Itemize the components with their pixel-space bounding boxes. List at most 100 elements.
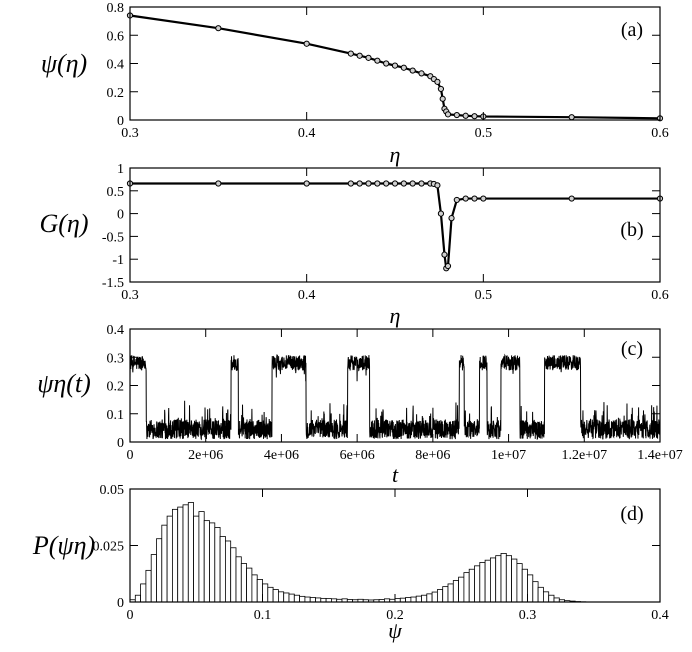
panel-c: 0 2e+06 4e+06 6e+06 8e+06 1e+07 1.2e+07 1.4e+07… [37,323,683,487]
data-point-a [418,70,425,77]
histogram-bar-d [293,594,300,603]
histogram-bar-d [543,591,550,603]
x-axis-label-a: η [390,142,401,167]
data-point-b [215,180,222,187]
series-line-c [129,353,661,441]
y-tick-label-c: 0.2 [107,380,125,395]
data-point-a [471,113,478,120]
panel-label-a: (a) [621,19,643,41]
histogram-bar-d [309,597,316,603]
histogram-bar-d [484,559,491,603]
histogram-bar-d [256,579,263,603]
data-point-a [437,85,445,93]
y-axis-label-d: P(ψη) [32,531,95,560]
histogram-bar-d [219,536,226,603]
histogram-bar-d [134,594,142,603]
x-tick-label-c: 2e+06 [188,448,223,463]
histogram-bar-d [299,595,306,603]
histogram-bar-d [193,515,200,603]
x-tick-label-c: 1.4e+07 [637,448,683,463]
histogram-bar-d [140,583,147,603]
data-point-b [303,180,310,187]
x-tick-label-b: 0.5 [475,288,493,303]
histogram-bar-d [489,557,497,603]
histogram-bar-d [277,591,285,603]
data-point-b [409,180,416,187]
histogram-bar-d [262,583,269,603]
data-point-a [374,57,381,64]
data-point-b [365,180,372,187]
y-tick-label-b: 0.5 [107,185,125,200]
histogram-bar-d [182,504,189,603]
data-point-a [453,111,460,119]
data-point-b [400,180,407,187]
histogram-bar-d [537,586,544,603]
histogram-bar-d [548,594,555,603]
y-tick-label-a: 0.8 [107,1,125,16]
histogram-bar-d [283,592,290,603]
y-tick-label-c: 0.4 [107,323,125,338]
histogram-bar-d [251,574,258,603]
histogram-bar-d [468,568,475,603]
histogram-bar-d [516,563,523,603]
x-tick-label-a: 0.4 [298,126,316,141]
panel-label-c: (c) [621,338,643,360]
x-tick-label-d: 0.1 [254,608,272,623]
series-c [129,353,661,441]
y-tick-label-a: 0.4 [107,58,125,73]
histogram-bar-d [150,554,157,603]
histogram-bar-d [511,558,518,603]
x-tick-label-c: 4e+06 [264,448,299,463]
y-tick-label-b: 0 [117,208,124,223]
histogram-bar-d [198,511,205,603]
histogram-bar-d [447,583,454,603]
histogram-bar-d [426,593,433,603]
series-b [126,180,664,272]
data-point-a [383,60,390,67]
histogram-bar-d [203,520,210,603]
data-point-b [356,180,363,187]
x-tick-label-c: 0 [127,448,134,463]
x-tick-label-c: 6e+06 [340,448,375,463]
histogram-bar-d [442,586,449,603]
histogram-bar-d [431,591,438,603]
data-point-b [441,251,448,258]
histogram-bar-d [495,555,502,603]
data-point-b [471,195,478,202]
histogram-bar-d [500,553,507,603]
histogram-bar-d [553,597,560,603]
data-point-a [400,64,407,71]
data-point-b [568,195,575,202]
y-tick-label-c: 0 [117,436,124,451]
x-tick-label-d: 0 [127,608,134,623]
data-point-a [391,62,399,69]
x-tick-label-c: 1.2e+07 [561,448,607,463]
histogram-bar-d [479,562,486,603]
data-point-a [347,50,354,57]
histogram-bar-d [235,556,242,603]
x-tick-label-c: 8e+06 [415,448,450,463]
histogram-bar-d [527,574,534,603]
histogram-bar-d [532,581,539,603]
data-point-b [347,180,354,187]
y-tick-label-d: 0.05 [100,483,125,498]
plot-frame-b [129,167,661,283]
data-point-b [453,196,460,204]
histogram-bar-d [166,515,173,603]
y-tick-label-b: -1 [112,253,124,268]
data-point-a [462,112,469,119]
histogram-bar-d [246,567,253,603]
x-tick-label-c: 1e+07 [491,448,526,463]
y-tick-label-c: 0.1 [107,408,125,423]
series-line-b [130,182,660,270]
histogram-bar-d [410,596,417,603]
histogram-bar-d [505,555,512,603]
histogram-bar-d [156,538,163,603]
histogram-bar-d [267,586,274,603]
data-point-b [448,215,455,222]
data-point-b [418,180,425,187]
histogram-bar-d [452,580,459,603]
panel-b: 0.3 0.4 0.5 0.6 -1.5 -1 -0.5 0 0.5 1 (b) η G(η) [40,162,669,328]
data-point-b [383,180,390,187]
